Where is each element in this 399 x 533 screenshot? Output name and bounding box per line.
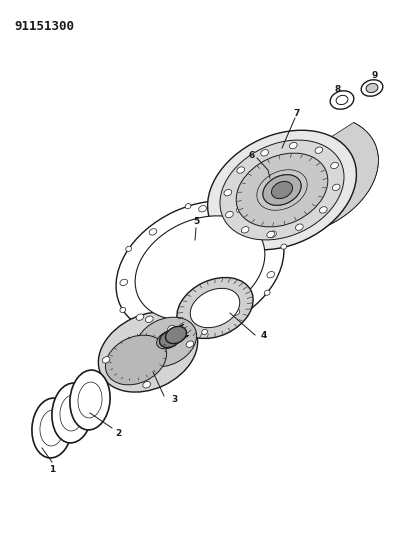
Ellipse shape [166, 326, 186, 344]
Ellipse shape [177, 278, 253, 338]
Polygon shape [157, 325, 189, 349]
Ellipse shape [168, 326, 176, 332]
Ellipse shape [102, 357, 110, 363]
Text: 3: 3 [172, 395, 178, 405]
Ellipse shape [220, 140, 344, 240]
Text: 6: 6 [249, 150, 255, 159]
Text: 1: 1 [49, 465, 55, 474]
Ellipse shape [269, 231, 277, 237]
Ellipse shape [105, 335, 167, 385]
Ellipse shape [232, 309, 240, 316]
Text: 7: 7 [294, 109, 300, 117]
Ellipse shape [207, 130, 356, 250]
Ellipse shape [135, 216, 265, 320]
Ellipse shape [264, 290, 270, 295]
Ellipse shape [237, 167, 245, 173]
Ellipse shape [40, 410, 64, 446]
Ellipse shape [149, 229, 157, 235]
Ellipse shape [126, 246, 132, 252]
Ellipse shape [146, 316, 153, 322]
Ellipse shape [98, 312, 198, 392]
Ellipse shape [361, 80, 383, 96]
Ellipse shape [185, 204, 191, 209]
Ellipse shape [296, 224, 303, 230]
Ellipse shape [263, 175, 301, 205]
Ellipse shape [32, 398, 72, 458]
Ellipse shape [120, 308, 126, 312]
Ellipse shape [267, 231, 275, 238]
Text: 91151300: 91151300 [14, 20, 74, 33]
Ellipse shape [366, 83, 378, 93]
Ellipse shape [331, 162, 338, 168]
Ellipse shape [160, 330, 180, 348]
Ellipse shape [236, 153, 328, 227]
Ellipse shape [135, 317, 197, 367]
Ellipse shape [267, 271, 275, 278]
Ellipse shape [225, 211, 233, 217]
Text: 8: 8 [335, 85, 341, 94]
Ellipse shape [116, 200, 284, 335]
Ellipse shape [120, 279, 128, 286]
Text: 9: 9 [372, 71, 378, 80]
Ellipse shape [60, 395, 84, 431]
Polygon shape [232, 123, 378, 250]
Ellipse shape [271, 181, 292, 199]
Text: 2: 2 [115, 429, 121, 438]
Ellipse shape [332, 184, 340, 191]
Ellipse shape [186, 341, 194, 348]
Ellipse shape [143, 382, 150, 388]
Ellipse shape [190, 288, 240, 328]
Ellipse shape [261, 150, 269, 156]
Ellipse shape [336, 95, 348, 104]
Ellipse shape [78, 382, 102, 418]
Ellipse shape [330, 91, 354, 109]
Ellipse shape [281, 244, 287, 249]
Text: 4: 4 [261, 330, 267, 340]
Ellipse shape [199, 206, 206, 212]
Ellipse shape [241, 227, 249, 233]
Ellipse shape [237, 206, 244, 213]
Ellipse shape [52, 383, 92, 443]
Ellipse shape [315, 147, 323, 154]
Ellipse shape [70, 370, 110, 430]
Ellipse shape [136, 314, 144, 320]
Ellipse shape [202, 329, 207, 335]
Ellipse shape [224, 189, 232, 196]
Ellipse shape [320, 207, 327, 213]
Ellipse shape [289, 142, 297, 149]
Text: 5: 5 [193, 217, 199, 227]
